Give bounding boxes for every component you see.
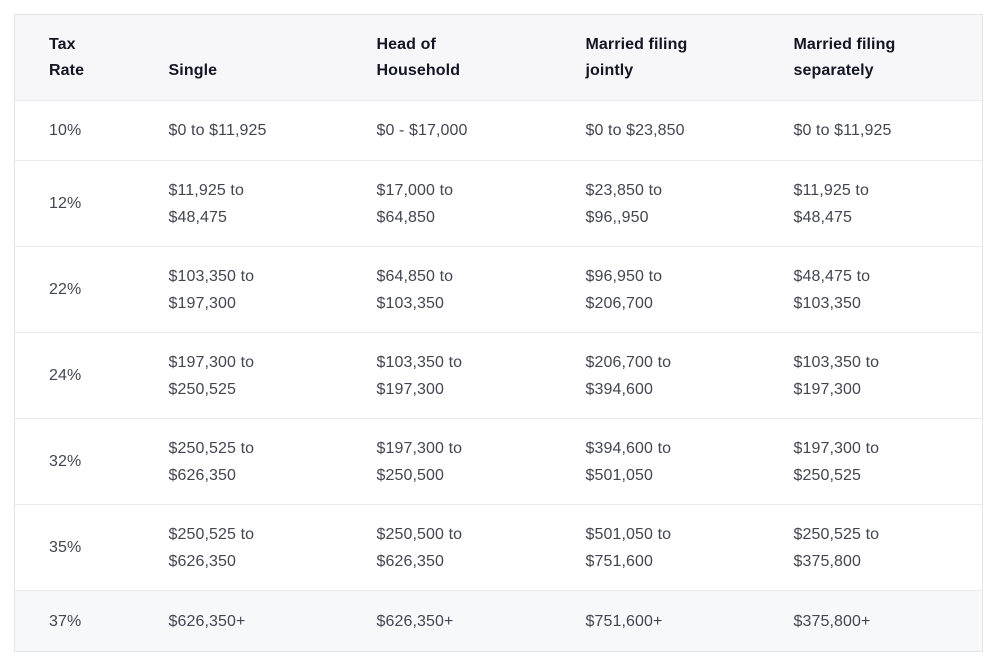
table-row: 12% $11,925 to $48,475 $17,000 to $64,85…	[14, 160, 983, 247]
cell-head-of-household: $626,350+	[376, 612, 454, 630]
column-header-married-separately: Married filing separately	[793, 36, 896, 79]
cell-tax-rate: 35%	[49, 539, 82, 556]
cell-married-separately: $250,525 to $375,800	[793, 525, 880, 570]
column-header-tax-rate: Tax Rate	[49, 36, 85, 79]
header-row: Tax Rate Single Head of Household Marrie…	[14, 14, 983, 101]
column-header-single: Single	[168, 62, 218, 79]
cell-married-jointly: $751,600+	[585, 612, 663, 630]
cell-tax-rate: 10%	[49, 122, 82, 139]
cell-single: $250,525 to $626,350	[168, 439, 255, 484]
cell-single: $197,300 to $250,525	[168, 353, 255, 398]
cell-tax-rate: 22%	[49, 281, 82, 298]
column-header-head-of-household: Head of Household	[376, 36, 461, 79]
cell-single: $11,925 to $48,475	[168, 181, 244, 226]
cell-head-of-household: $64,850 to $103,350	[376, 267, 454, 312]
cell-tax-rate: 32%	[49, 453, 82, 470]
cell-married-jointly: $501,050 to $751,600	[585, 525, 672, 570]
cell-single: $626,350+	[168, 612, 246, 630]
cell-married-jointly: $96,950 to $206,700	[585, 267, 663, 312]
cell-married-separately: $197,300 to $250,525	[793, 439, 880, 484]
cell-single: $0 to $11,925	[168, 122, 267, 139]
table-row: 37% $626,350+ $626,350+ $751,600+ $375,8…	[14, 590, 983, 652]
cell-single: $250,525 to $626,350	[168, 525, 255, 570]
cell-tax-rate: 12%	[49, 195, 82, 212]
cell-head-of-household: $0 - $17,000	[376, 122, 468, 139]
table-row: 35% $250,525 to $626,350 $250,500 to $62…	[14, 504, 983, 591]
cell-married-jointly: $0 to $23,850	[585, 122, 685, 139]
cell-single: $103,350 to $197,300	[168, 267, 255, 312]
cell-tax-rate: 37%	[49, 612, 82, 630]
cell-head-of-household: $17,000 to $64,850	[376, 181, 454, 226]
cell-married-separately: $0 to $11,925	[793, 122, 892, 139]
cell-married-separately: $375,800+	[793, 612, 871, 630]
cell-head-of-household: $103,350 to $197,300	[376, 353, 463, 398]
cell-married-separately: $48,475 to $103,350	[793, 267, 871, 312]
cell-head-of-household: $250,500 to $626,350	[376, 525, 463, 570]
table-row: 22% $103,350 to $197,300 $64,850 to $103…	[14, 246, 983, 333]
cell-married-jointly: $394,600 to $501,050	[585, 439, 672, 484]
cell-married-jointly: $23,850 to $96,,950	[585, 181, 663, 226]
table-row: 32% $250,525 to $626,350 $197,300 to $25…	[14, 418, 983, 505]
table-row: 24% $197,300 to $250,525 $103,350 to $19…	[14, 332, 983, 419]
cell-married-separately: $103,350 to $197,300	[793, 353, 880, 398]
cell-married-jointly: $206,700 to $394,600	[585, 353, 672, 398]
cell-married-separately: $11,925 to $48,475	[793, 181, 869, 226]
tax-brackets-table: Tax Rate Single Head of Household Marrie…	[14, 14, 983, 652]
cell-tax-rate: 24%	[49, 367, 82, 384]
cell-head-of-household: $197,300 to $250,500	[376, 439, 463, 484]
table-row: 10% $0 to $11,925 $0 - $17,000 $0 to $23…	[14, 100, 983, 161]
column-header-married-jointly: Married filing jointly	[585, 36, 688, 79]
